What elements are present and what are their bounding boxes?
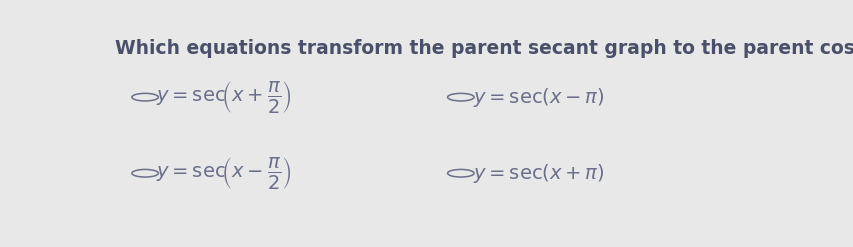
Text: $y = \mathrm{sec}(x + \pi)$: $y = \mathrm{sec}(x + \pi)$ bbox=[473, 162, 604, 185]
Text: Which equations transform the parent secant graph to the parent cosecant graph?: Which equations transform the parent sec… bbox=[114, 39, 853, 58]
Text: $y = \mathrm{sec}\!\left(x +\dfrac{\pi}{2}\right)$: $y = \mathrm{sec}\!\left(x +\dfrac{\pi}{… bbox=[156, 79, 292, 115]
Text: $y = \mathrm{sec}(x - \pi)$: $y = \mathrm{sec}(x - \pi)$ bbox=[473, 86, 604, 109]
Text: $y = \mathrm{sec}\!\left(x -\dfrac{\pi}{2}\right)$: $y = \mathrm{sec}\!\left(x -\dfrac{\pi}{… bbox=[156, 155, 292, 191]
